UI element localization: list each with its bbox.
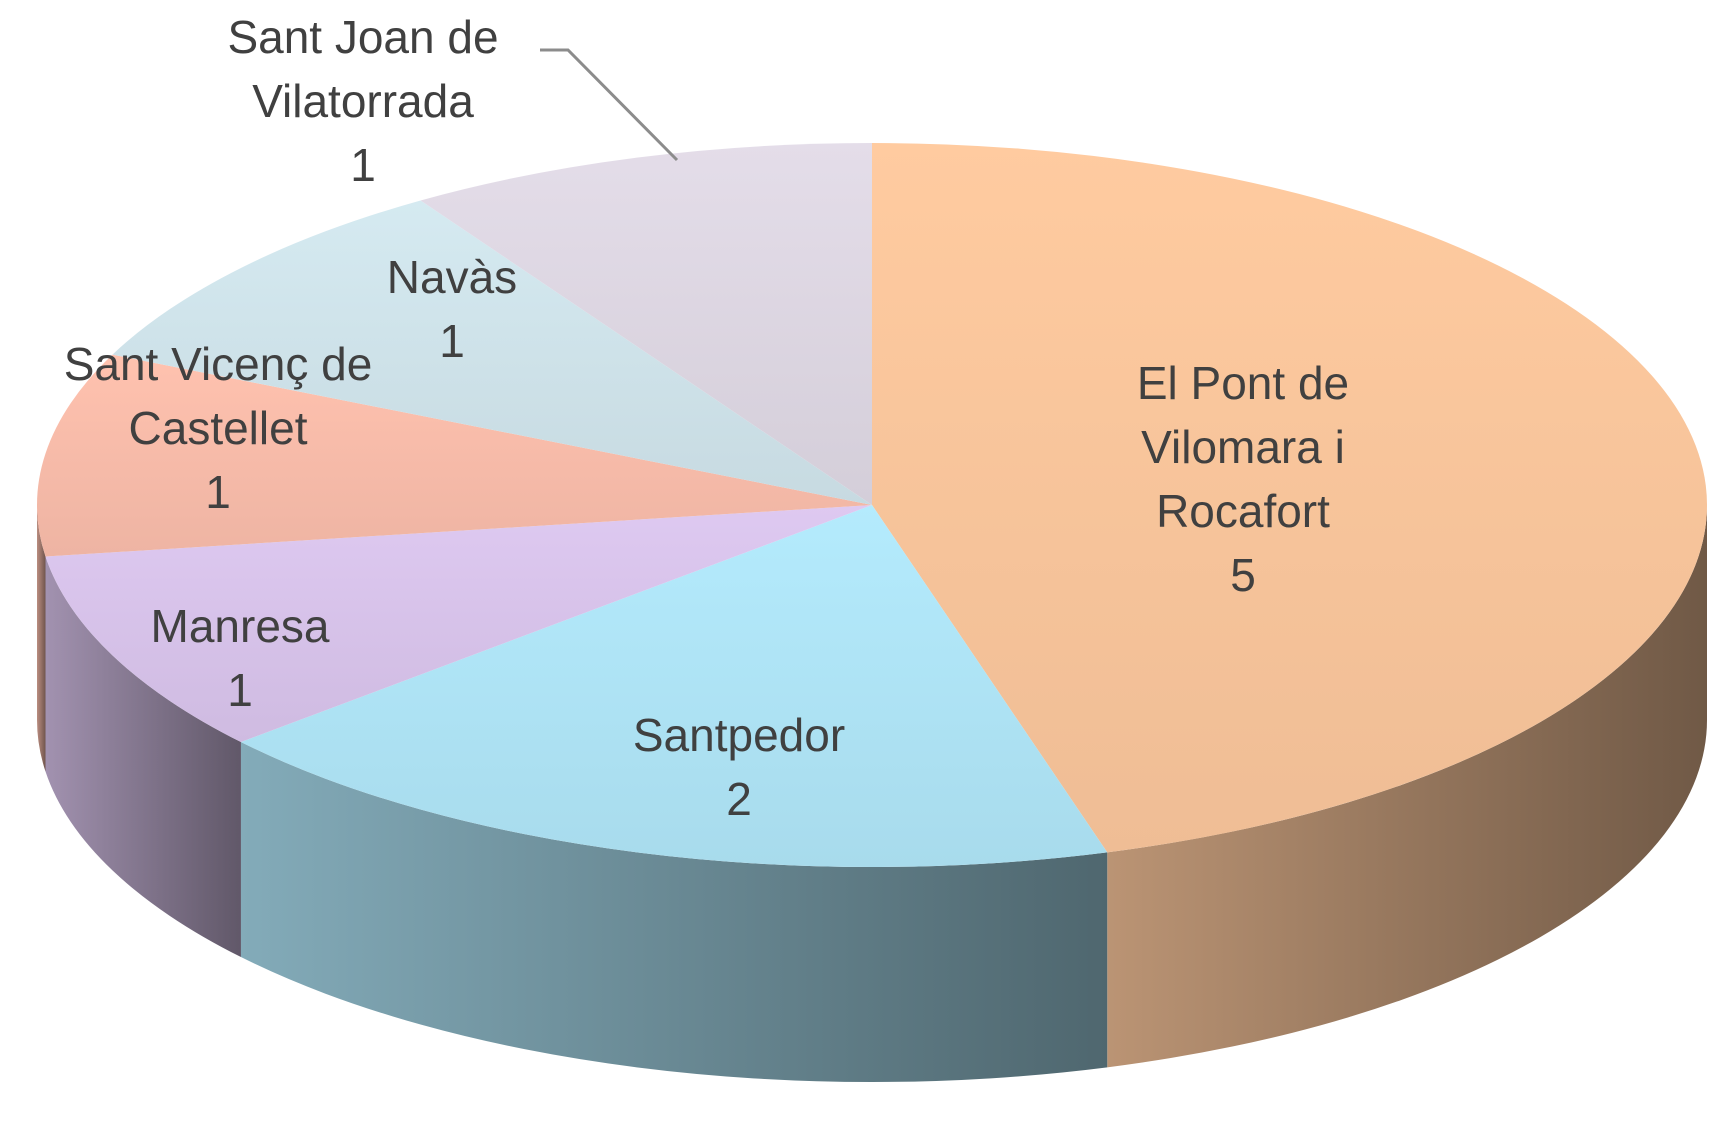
data-value: 1	[205, 466, 231, 518]
slice-side	[45, 556, 241, 958]
leader-line	[540, 48, 679, 162]
data-value: 2	[726, 773, 752, 825]
data-label: El Pont de Vilomara i Rocafort	[1137, 357, 1349, 537]
slice	[872, 143, 1708, 853]
slice	[36, 354, 872, 557]
slice-side	[37, 505, 46, 772]
data-label: Sant Vicenç de Castellet	[64, 338, 373, 454]
data-value: 1	[439, 315, 465, 367]
slice-side	[240, 742, 1108, 1082]
data-label: Sant Joan de Vilatorrada	[227, 11, 498, 127]
slice-side	[1107, 505, 1708, 1068]
slice	[45, 505, 873, 743]
data-label: Manresa	[151, 600, 330, 652]
data-value: 5	[1230, 549, 1256, 601]
data-label: Navàs	[387, 251, 517, 303]
data-value: 1	[227, 664, 253, 716]
data-label: Santpedor	[633, 709, 845, 761]
data-value: 1	[350, 139, 376, 191]
slice	[112, 200, 873, 505]
slice	[240, 505, 1108, 867]
slice	[420, 143, 872, 505]
